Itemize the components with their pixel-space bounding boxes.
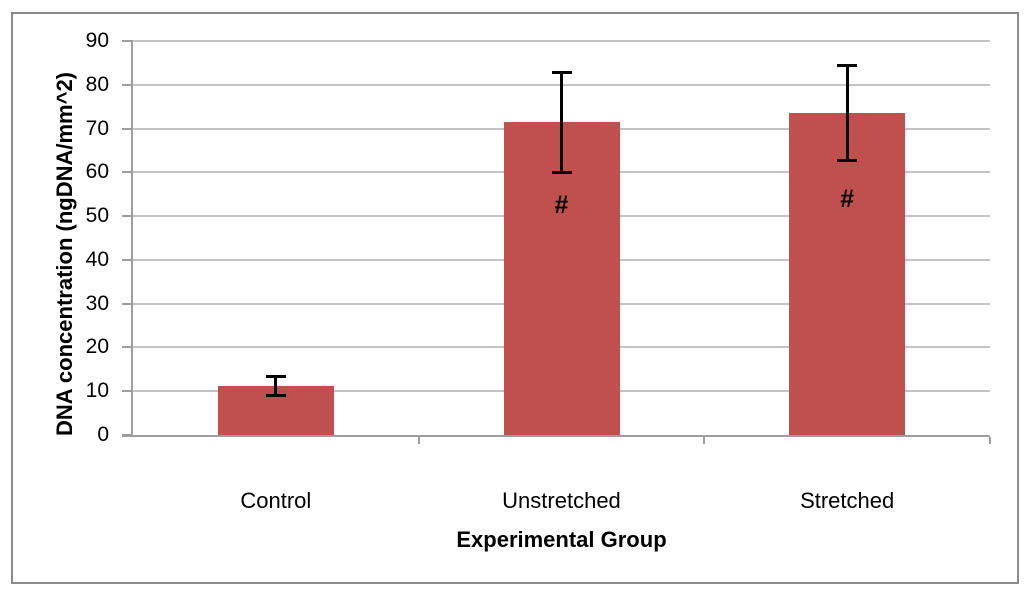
y-tick-label-50: 50 — [85, 204, 109, 228]
bar-stretched — [789, 112, 906, 435]
error-bar-cap-bottom-unstretched — [551, 171, 572, 175]
bar-unstretched — [503, 122, 620, 435]
y-tick-label-60: 60 — [85, 160, 109, 184]
y-tick-label-0: 0 — [97, 423, 109, 446]
error-bar-line-stretched — [845, 64, 849, 161]
error-bar-cap-bottom-control — [265, 394, 286, 398]
y-tick-60 — [122, 171, 133, 174]
significance-marker-unstretched: # — [554, 191, 569, 220]
y-tick-10 — [122, 390, 133, 393]
error-bar-line-control — [274, 375, 278, 397]
error-bar-line-unstretched — [560, 71, 563, 174]
x-tick-2 — [703, 437, 706, 444]
x-axis-title: Experimental Group — [456, 527, 667, 552]
plot-area: 0 10 20 30 40 50 60 70 80 90 Control Unstretched Str… — [13, 14, 1017, 582]
error-bar-cap-bottom-stretched — [837, 158, 858, 162]
y-tick-label-30: 30 — [85, 291, 109, 315]
y-tick-20 — [122, 346, 133, 349]
y-tick-90 — [122, 40, 133, 42]
error-bar-cap-top-unstretched — [551, 70, 572, 74]
x-tick-1 — [417, 437, 420, 444]
y-tick-30 — [122, 302, 133, 305]
y-tick-label-10: 10 — [85, 379, 109, 403]
y-tick-label-90: 90 — [85, 29, 109, 52]
y-tick-70 — [122, 127, 133, 130]
y-tick-40 — [122, 258, 133, 261]
y-tick-label-80: 80 — [85, 72, 109, 96]
gridline-90 — [133, 40, 990, 42]
y-tick-50 — [122, 215, 133, 218]
error-bar-cap-top-stretched — [837, 63, 858, 67]
y-tick-label-40: 40 — [85, 247, 109, 271]
x-category-label-unstretched: Unstretched — [502, 488, 621, 513]
y-tick-80 — [122, 83, 133, 86]
x-axis-line — [122, 435, 990, 437]
y-tick-label-20: 20 — [85, 335, 109, 359]
x-tick-3 — [989, 437, 991, 444]
error-bar-cap-top-control — [265, 374, 286, 378]
y-axis-line — [131, 41, 133, 437]
x-category-label-control: Control — [240, 488, 312, 513]
chart-frame: DNA concentration (ngDNA/mm^2) 0 10 20 30 40… — [11, 12, 1019, 584]
significance-marker-stretched: # — [840, 184, 855, 213]
y-tick-label-70: 70 — [85, 116, 109, 140]
x-category-label-stretched: Stretched — [800, 488, 895, 513]
